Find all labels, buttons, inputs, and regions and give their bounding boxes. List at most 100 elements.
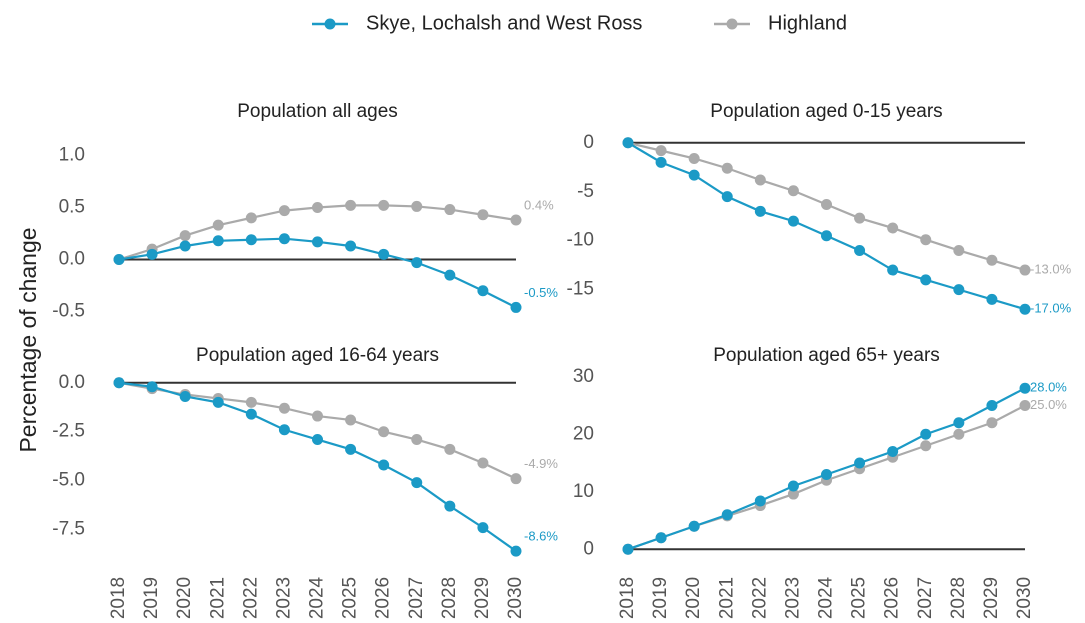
series-line <box>118 381 517 552</box>
y-tick-label: -15 <box>567 279 594 300</box>
data-point <box>986 254 998 266</box>
data-point <box>854 244 866 256</box>
data-point <box>721 162 733 174</box>
value-label: -0.5% <box>524 285 558 300</box>
y-tick-label: -10 <box>567 230 594 251</box>
data-point <box>278 205 290 217</box>
y-tick-label: 30 <box>573 366 594 387</box>
y-tick-label: 10 <box>573 481 594 502</box>
legend-swatch <box>324 18 336 30</box>
x-tick-label: 2021 <box>207 577 228 619</box>
data-point <box>986 400 998 411</box>
x-tick-label: 2024 <box>307 576 328 619</box>
data-point <box>986 293 998 305</box>
x-tick-label: 2021 <box>716 577 737 619</box>
data-point <box>821 230 832 242</box>
x-tick-label: 2030 <box>1014 577 1035 619</box>
x-tick-label: 2030 <box>505 577 526 619</box>
data-point <box>787 185 799 197</box>
data-point <box>510 214 522 226</box>
x-tick-label: 2028 <box>439 577 460 619</box>
value-label: 25.0% <box>1030 397 1067 412</box>
data-point <box>986 417 998 429</box>
data-point <box>245 396 257 408</box>
data-point <box>245 408 257 420</box>
data-point <box>688 169 700 181</box>
data-point <box>345 199 357 211</box>
y-tick-label: 0.0 <box>59 249 85 270</box>
data-point <box>378 459 390 471</box>
x-tick-label: 2018 <box>617 577 638 619</box>
data-point <box>510 301 522 313</box>
data-point <box>721 191 733 203</box>
data-point <box>345 414 357 426</box>
data-point <box>655 145 667 157</box>
data-point <box>622 543 634 555</box>
data-point <box>444 269 456 281</box>
x-tick-label: 2025 <box>849 577 870 619</box>
data-point <box>688 520 700 532</box>
data-point <box>688 152 700 164</box>
data-point <box>477 285 489 297</box>
data-point <box>378 426 390 438</box>
data-point <box>754 174 766 186</box>
series-line <box>118 237 517 309</box>
data-point <box>411 257 423 269</box>
series-line <box>118 381 517 480</box>
data-point <box>510 545 522 557</box>
x-tick-label: 2027 <box>915 577 936 619</box>
data-point <box>378 199 390 211</box>
value-label: -8.6% <box>524 529 558 544</box>
data-point <box>212 219 224 231</box>
data-point <box>920 428 932 440</box>
legend-swatch <box>726 18 738 30</box>
value-label: 0.4% <box>524 197 554 212</box>
data-point <box>411 477 423 489</box>
x-tick-label: 2026 <box>373 577 394 619</box>
value-label: -13.0% <box>1030 261 1072 276</box>
data-point <box>1019 382 1031 394</box>
legend-label: Highland <box>768 12 847 34</box>
y-tick-label: -2.5 <box>52 421 85 442</box>
data-point <box>887 222 899 234</box>
data-point <box>622 137 634 149</box>
x-tick-label: 2020 <box>174 577 195 619</box>
data-point <box>477 457 489 469</box>
data-point <box>854 457 866 469</box>
y-tick-label: 1.0 <box>59 144 85 165</box>
data-point <box>146 248 158 260</box>
panel-title: Population aged 0-15 years <box>710 101 942 122</box>
x-tick-label: 2023 <box>782 577 803 619</box>
data-point <box>920 274 932 286</box>
data-point <box>477 209 489 221</box>
y-tick-label: -5 <box>577 181 594 202</box>
x-tick-label: 2022 <box>240 577 261 619</box>
y-tick-label: -7.5 <box>52 519 85 540</box>
data-point <box>953 284 965 296</box>
x-tick-label: 2026 <box>882 577 903 619</box>
x-tick-label: 2018 <box>108 577 129 619</box>
data-point <box>345 443 357 455</box>
data-point <box>179 240 191 252</box>
series-line <box>118 204 517 261</box>
data-point <box>411 434 423 446</box>
data-point <box>821 469 832 480</box>
x-tick-label: 2029 <box>472 577 493 619</box>
data-point <box>953 244 965 256</box>
data-point <box>312 410 323 422</box>
data-point <box>278 402 290 414</box>
y-tick-label: -0.5 <box>52 301 85 322</box>
data-point <box>1019 303 1031 315</box>
panel-title: Population all ages <box>237 101 398 122</box>
data-point <box>854 212 866 224</box>
x-tick-label: 2022 <box>749 577 770 619</box>
x-tick-label: 2019 <box>141 577 162 619</box>
y-tick-label: 0 <box>583 132 594 153</box>
data-point <box>1019 400 1031 411</box>
data-point <box>754 495 766 507</box>
panel-title: Population aged 16-64 years <box>196 345 439 366</box>
data-point <box>787 215 799 227</box>
data-point <box>312 201 323 213</box>
y-axis-label: Percentage of change <box>15 227 41 452</box>
